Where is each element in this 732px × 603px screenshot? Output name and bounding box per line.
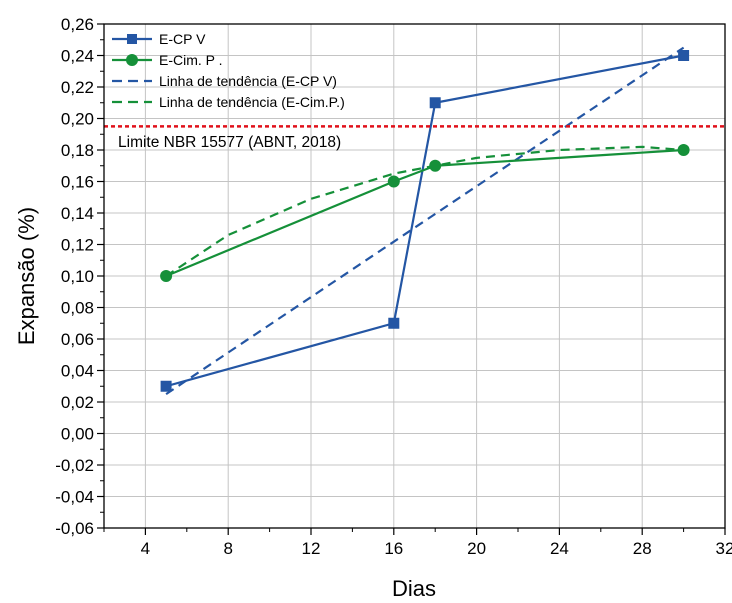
x-tick-label: 16	[384, 539, 403, 558]
x-tick-label: 8	[223, 539, 232, 558]
y-axis-title: Expansão (%)	[14, 207, 39, 345]
legend-marker-e-cp-v	[127, 34, 137, 44]
x-tick-label: 12	[302, 539, 321, 558]
y-tick-label: 0,10	[61, 267, 94, 286]
legend-label-linha-de-tend-ncia-e-cp-v: Linha de tendência (E-CP V)	[159, 73, 337, 89]
y-tick-label: 0,24	[61, 47, 94, 66]
axis-ticks: 4 8 12 16 20 24 28 32 -0,06 -0,04 -0,02 0,00 0,02 0,0…	[55, 15, 732, 558]
data-point-e-cp-v	[429, 97, 441, 109]
y-tick-label: 0,14	[61, 204, 94, 223]
y-tick-label: 0,16	[61, 173, 94, 192]
y-tick-label: -0,06	[55, 519, 94, 538]
x-axis-title: Dias	[392, 576, 436, 601]
data-point-e-cim-p	[429, 159, 442, 172]
y-tick-label: -0,04	[55, 488, 94, 507]
x-tick-label: 20	[467, 539, 486, 558]
data-point-e-cp-v	[678, 50, 690, 61]
x-tick-label: 24	[550, 539, 569, 558]
reference-line-label: Limite NBR 15577 (ABNT, 2018)	[118, 134, 341, 151]
y-tick-label: 0,06	[61, 330, 94, 349]
data-point-e-cp-v	[160, 380, 172, 392]
y-tick-label: 0,02	[61, 393, 94, 412]
legend: E-CP V E-Cim. P . Linha de tendência (E-CP…	[112, 31, 345, 110]
y-tick-label: 0,12	[61, 236, 94, 255]
series-layer	[160, 46, 690, 396]
y-tick-label: 0,08	[61, 299, 94, 318]
legend-label-e-cim-p: E-Cim. P .	[159, 52, 223, 68]
series-line-e-cim-p	[165, 148, 684, 278]
y-tick-label: 0,22	[61, 78, 94, 97]
y-tick-label: 0,18	[61, 141, 94, 160]
y-tick-label: 0,26	[61, 15, 94, 34]
x-tick-label: 28	[633, 539, 652, 558]
x-tick-label: 32	[716, 539, 732, 558]
data-point-e-cim-p	[387, 175, 400, 188]
y-tick-label: 0,20	[61, 110, 94, 129]
data-point-e-cim-p	[677, 144, 690, 156]
y-tick-label: 0,04	[61, 362, 94, 381]
legend-marker-e-cim-p	[126, 54, 138, 66]
y-tick-label: -0,02	[55, 456, 94, 475]
x-tick-label: 4	[141, 539, 150, 558]
data-point-e-cim-p	[160, 270, 173, 282]
series-line-linha-de-tend-ncia-e-cp-v	[165, 46, 685, 396]
series-line-e-cp-v	[165, 54, 684, 388]
data-point-e-cp-v	[388, 317, 400, 329]
y-tick-label: 0,00	[61, 425, 94, 444]
legend-label-e-cp-v: E-CP V	[159, 31, 206, 47]
legend-label-linha-de-tend-ncia-e-cim-p: Linha de tendência (E-Cim.P.)	[159, 94, 345, 110]
